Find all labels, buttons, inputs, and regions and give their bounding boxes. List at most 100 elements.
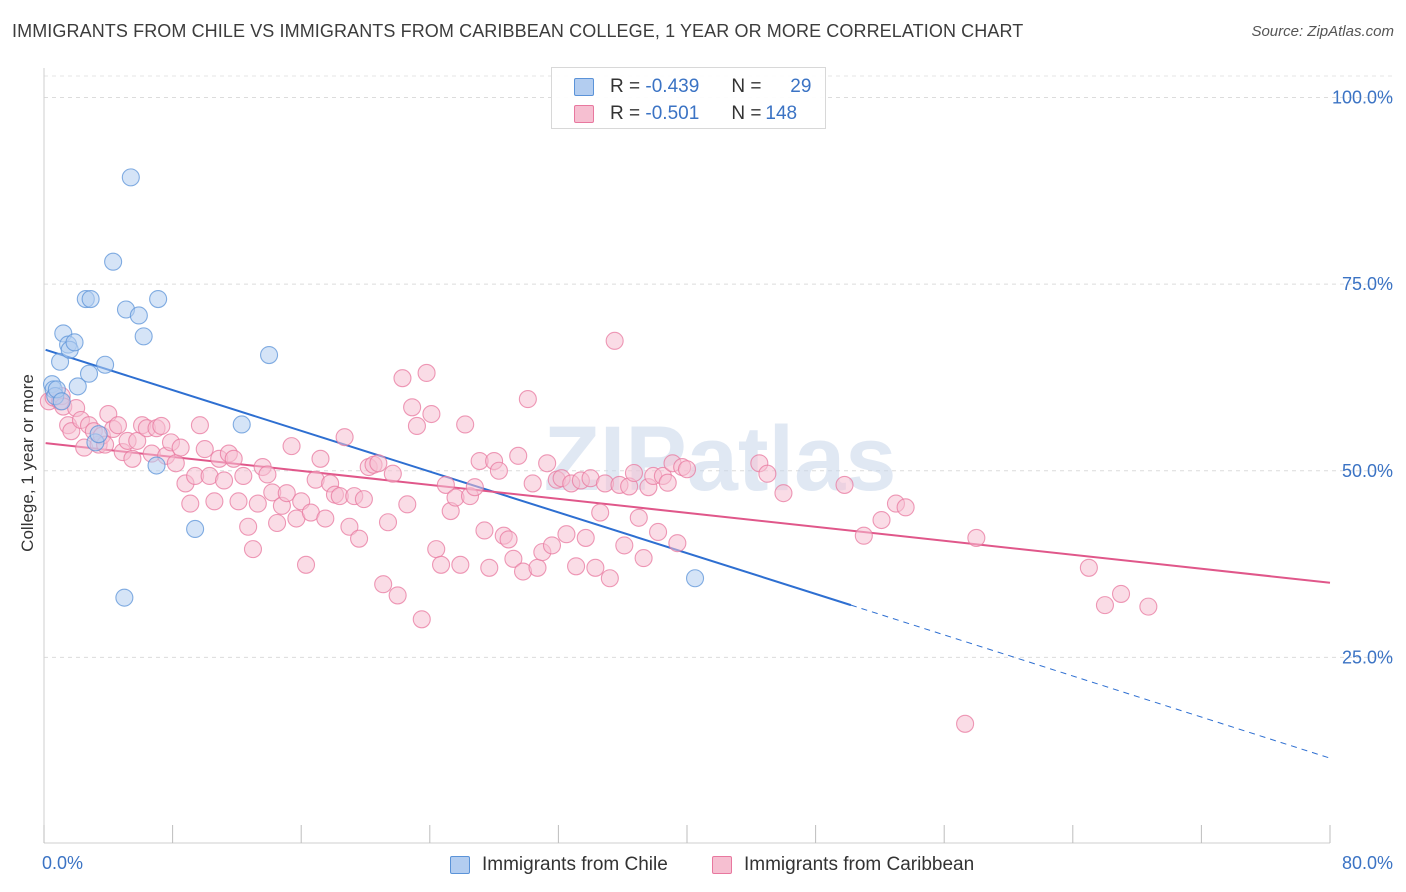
caribbean-point — [205, 492, 224, 511]
chile-point — [685, 569, 705, 588]
caribbean-point — [224, 449, 243, 468]
chile-point — [104, 252, 123, 271]
caribbean-point — [369, 454, 388, 473]
caribbean-point — [586, 558, 605, 577]
legend-n-value: 148 — [765, 103, 798, 124]
caribbean-point — [523, 474, 542, 493]
caribbean-point — [403, 398, 422, 417]
y-axis-label: College, 1 year or more — [18, 374, 37, 552]
legend-n-label: N = — [731, 76, 762, 97]
chile-point — [232, 415, 251, 434]
legend-r-label: R = — [610, 76, 641, 97]
caribbean-point — [239, 517, 258, 536]
caribbean-point — [677, 460, 697, 479]
caribbean-point — [354, 490, 373, 509]
caribbean-point — [956, 714, 975, 733]
caribbean-point — [407, 416, 426, 436]
caribbean-point — [896, 498, 915, 517]
bottom-legend-chile-label: Immigrants from Chile — [482, 854, 668, 875]
chile-point — [79, 364, 99, 383]
caribbean-point — [340, 517, 359, 536]
caribbean-point — [465, 478, 484, 497]
caribbean-point — [967, 528, 986, 547]
caribbean-point — [1095, 596, 1114, 615]
bottom-legend-caribbean-label: Immigrants from Caribbean — [744, 854, 975, 875]
chile-point — [89, 425, 108, 444]
caribbean-point — [393, 369, 412, 388]
caribbean-swatch — [574, 105, 594, 123]
caribbean-swatch — [712, 856, 732, 874]
caribbean-point — [509, 446, 528, 465]
caribbean-point — [451, 555, 470, 574]
caribbean-point — [258, 465, 277, 484]
chile-point — [259, 345, 279, 365]
chile-point — [134, 327, 153, 346]
chile-point — [186, 519, 205, 539]
caribbean-point — [499, 530, 518, 549]
caribbean-point — [668, 534, 687, 553]
chile-point — [115, 588, 134, 607]
legend-r-value: -0.501 — [645, 103, 700, 124]
chile-point — [52, 392, 71, 411]
caribbean-point — [758, 464, 777, 483]
caribbean-point — [605, 331, 624, 350]
source-credit: Source: ZipAtlas.com — [1251, 23, 1394, 40]
chile-point — [147, 456, 166, 475]
caribbean-point — [195, 440, 214, 459]
chile-point — [51, 352, 70, 371]
caribbean-point — [1139, 597, 1158, 616]
legend-row-chile: R = -0.439 N = 29 — [574, 75, 811, 99]
caribbean-point — [166, 454, 185, 473]
y-tick-label: 50.0% — [1342, 461, 1393, 481]
watermark: ZIPatlas — [544, 408, 897, 510]
chile-point — [149, 290, 168, 309]
caribbean-point — [600, 569, 619, 588]
caribbean-point — [624, 463, 644, 483]
y-tick-label: 75.0% — [1342, 274, 1393, 294]
caribbean-point — [567, 557, 586, 576]
chile-swatch — [450, 856, 470, 874]
caribbean-point — [417, 363, 436, 383]
chile-swatch — [574, 78, 594, 96]
correlation-legend: R = -0.439 N = 29 R = -0.501 N = 148 — [551, 67, 826, 129]
caribbean-point — [171, 438, 190, 457]
caribbean-point — [432, 555, 451, 574]
caribbean-point — [277, 484, 296, 503]
chile-point — [65, 333, 84, 352]
caribbean-point — [374, 575, 393, 594]
caribbean-point — [835, 475, 854, 494]
caribbean-point — [557, 525, 576, 544]
caribbean-point — [190, 416, 209, 435]
y-tick-label: 25.0% — [1342, 647, 1393, 667]
caribbean-point — [475, 521, 494, 540]
caribbean-point — [248, 494, 267, 513]
legend-n-value: 29 — [790, 76, 812, 97]
caribbean-point — [456, 415, 475, 434]
caribbean-point — [436, 475, 455, 494]
caribbean-point — [412, 610, 431, 629]
caribbean-point — [378, 513, 398, 532]
caribbean-point — [311, 449, 330, 468]
caribbean-point — [634, 549, 653, 568]
caribbean-point — [480, 558, 499, 577]
chile-point — [68, 377, 87, 396]
caribbean-point — [1111, 584, 1131, 603]
caribbean-point — [316, 509, 335, 528]
caribbean-point — [123, 449, 142, 468]
caribbean-point — [350, 529, 369, 548]
bottom-legend-chile: Immigrants from Chile — [450, 852, 668, 878]
caribbean-point — [542, 536, 562, 555]
caribbean-point — [229, 492, 248, 511]
caribbean-point — [591, 503, 610, 522]
caribbean-point — [504, 549, 523, 568]
x-tick-label-left: 0.0% — [42, 853, 83, 873]
caribbean-point — [538, 454, 557, 473]
chile-point — [129, 306, 148, 325]
caribbean-point — [388, 586, 407, 605]
chile-point — [121, 168, 140, 187]
caribbean-point — [335, 428, 354, 447]
caribbean-point — [658, 473, 677, 492]
caribbean-point — [181, 494, 200, 513]
caribbean-point — [108, 416, 127, 435]
chart-title: IMMIGRANTS FROM CHILE VS IMMIGRANTS FROM… — [12, 21, 1024, 41]
